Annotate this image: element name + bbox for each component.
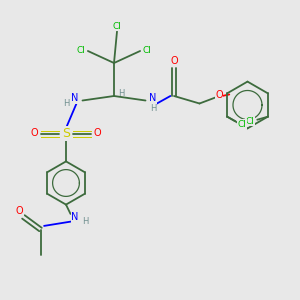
Text: O: O: [215, 89, 223, 100]
Text: Cl: Cl: [142, 46, 152, 56]
Text: N: N: [71, 212, 79, 223]
Text: H: H: [118, 88, 125, 98]
Text: O: O: [94, 128, 101, 139]
Text: O: O: [170, 56, 178, 67]
Text: Cl: Cl: [112, 22, 122, 31]
Text: Cl: Cl: [238, 120, 247, 129]
Text: N: N: [71, 93, 79, 103]
Text: H: H: [82, 217, 88, 226]
Text: N: N: [149, 93, 157, 103]
Text: O: O: [16, 206, 23, 216]
Text: S: S: [62, 127, 70, 140]
Text: O: O: [31, 128, 38, 139]
Text: Cl: Cl: [76, 46, 85, 56]
Text: H: H: [63, 99, 69, 108]
Text: Cl: Cl: [245, 117, 254, 126]
Text: H: H: [150, 103, 156, 112]
